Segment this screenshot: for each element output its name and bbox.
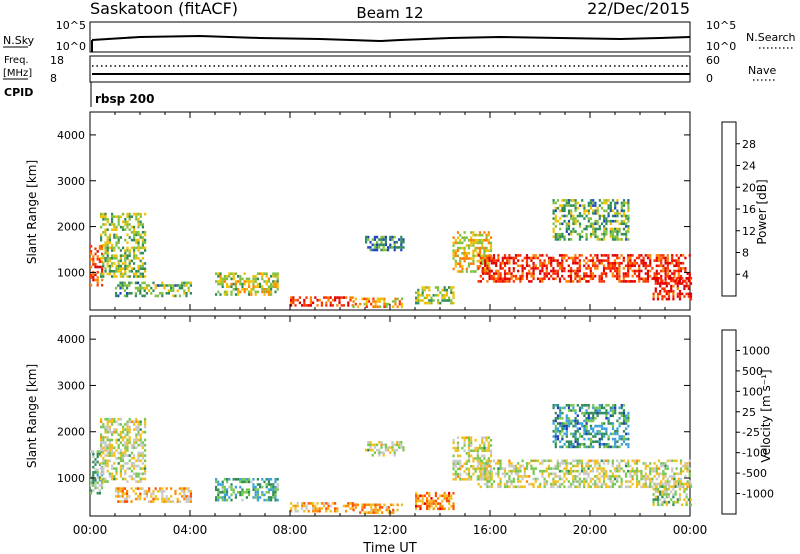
y-tick-label: 4000: [57, 129, 85, 142]
nsky-trace: [91, 34, 691, 43]
nave-label: Nave: [748, 64, 776, 77]
y-tick-label: 2000: [57, 426, 85, 439]
power-colorbar: 4 8 12 16 20 24 28: [721, 121, 756, 297]
colorbar-tick-label: 4: [742, 268, 749, 281]
velocity-ylabel: Slant Range [km]: [25, 364, 39, 468]
power-echo-region: [90, 244, 104, 287]
nsearch-label: N.Search: [746, 31, 796, 44]
freq-tick-low: 8: [50, 72, 57, 85]
velocity-echo-region: [115, 487, 192, 503]
velocity-x-ticks: [89, 316, 691, 516]
power-echo-region: [552, 199, 630, 241]
colorbar-tick-label: 8: [742, 247, 749, 260]
colorbar-tick-label: -1000: [742, 488, 774, 501]
power-x-ticks: [89, 112, 691, 310]
nsky-panel: [89, 21, 691, 53]
nsky-label: N.Sky: [3, 34, 35, 47]
colorbar-tick-label: 24: [742, 160, 756, 173]
colorbar-tick-label: 28: [742, 138, 756, 151]
colorbar-tick-label: 25: [742, 406, 756, 419]
velocity-y-axis: 1000 2000 3000 4000: [57, 333, 690, 485]
x-tick-label: 08:00: [273, 523, 308, 537]
power-echo-region: [652, 277, 693, 301]
power-echo-region: [215, 272, 279, 296]
power-ylabel: Slant Range [km]: [25, 160, 39, 264]
nave-tick-low: 0: [706, 72, 713, 85]
x-tick-label: 12:00: [373, 523, 408, 537]
nsearch-tick-high: 10^5: [706, 19, 736, 32]
velocity-echo-region: [477, 459, 691, 489]
power-echo-region: [290, 296, 354, 307]
power-echo-region: [115, 281, 192, 298]
cpid-label: CPID: [4, 86, 33, 99]
beam-label: Beam 12: [356, 4, 423, 22]
time-axis-labels: 00:00 04:00 08:00 12:00 16:00 20:00 00:00: [73, 523, 708, 537]
xaxis-label: Time UT: [362, 541, 416, 554]
power-echo-region: [100, 212, 147, 278]
x-tick-label: 00:00: [673, 523, 708, 537]
velocity-echo-region: [365, 441, 405, 457]
colorbar-tick-label: 100: [742, 385, 763, 398]
velocity-colorbar-label: Velocity [m s⁻¹]: [759, 369, 773, 462]
velocity-echo-region: [352, 503, 404, 514]
y-tick-label: 1000: [57, 266, 85, 279]
nsky-tick-high: 10^5: [56, 19, 86, 32]
velocity-echo-region: [652, 482, 693, 507]
y-tick-label: 1000: [57, 472, 85, 485]
power-echo-region: [365, 235, 405, 252]
freq-unit: [MHz]: [3, 68, 32, 79]
y-tick-label: 4000: [57, 333, 85, 346]
colorbar-tick-label: 1000: [742, 344, 770, 357]
velocity-data-layer: [90, 404, 693, 514]
velocity-panel: 1000 2000 3000 4000: [57, 315, 693, 517]
x-tick-label: 00:00: [73, 523, 108, 537]
velocity-echo-region: [290, 502, 354, 513]
power-panel: 1000 2000 3000 4000: [57, 111, 693, 311]
velocity-echo-region: [415, 491, 455, 511]
power-y-axis: 1000 2000 3000 4000: [57, 129, 690, 279]
plot-title: Saskatoon (fitACF): [90, 0, 238, 18]
velocity-echo-region: [215, 478, 279, 502]
freq-label: Freq.: [4, 55, 29, 66]
nave-tick-high: 60: [706, 54, 720, 67]
power-data-layer: [90, 199, 693, 308]
power-echo-region: [415, 286, 455, 305]
freq-panel: [89, 55, 691, 83]
y-tick-label: 3000: [57, 175, 85, 188]
colorbar-tick-label: 12: [742, 225, 756, 238]
x-tick-label: 04:00: [173, 523, 208, 537]
nsearch-tick-low: 10^0: [706, 40, 736, 53]
y-tick-label: 3000: [57, 379, 85, 392]
freq-tick-high: 18: [50, 54, 64, 67]
x-tick-label: 20:00: [573, 523, 608, 537]
velocity-echo-region: [552, 404, 630, 449]
colorbar-tick-label: 20: [742, 181, 756, 194]
power-echo-region: [477, 254, 691, 283]
velocity-echo-region: [100, 417, 147, 483]
date-label: 22/Dec/2015: [587, 0, 690, 18]
power-echo-region: [352, 297, 404, 308]
velocity-colorbar: 1000 500 100 25 -25 -100 -500 -1000: [721, 329, 774, 515]
colorbar-tick-label: -500: [742, 467, 767, 480]
colorbar-tick-label: 16: [742, 203, 756, 216]
colorbar-tick-label: -100: [742, 447, 767, 460]
colorbar-tick-label: 500: [742, 365, 763, 378]
nsky-tick-low: 10^0: [56, 40, 86, 53]
x-tick-label: 16:00: [473, 523, 508, 537]
power-colorbar-label: Power [dB]: [755, 179, 769, 244]
colorbar-tick-label: -25: [742, 426, 760, 439]
y-tick-label: 2000: [57, 221, 85, 234]
cpid-value: rbsp 200: [95, 92, 154, 106]
